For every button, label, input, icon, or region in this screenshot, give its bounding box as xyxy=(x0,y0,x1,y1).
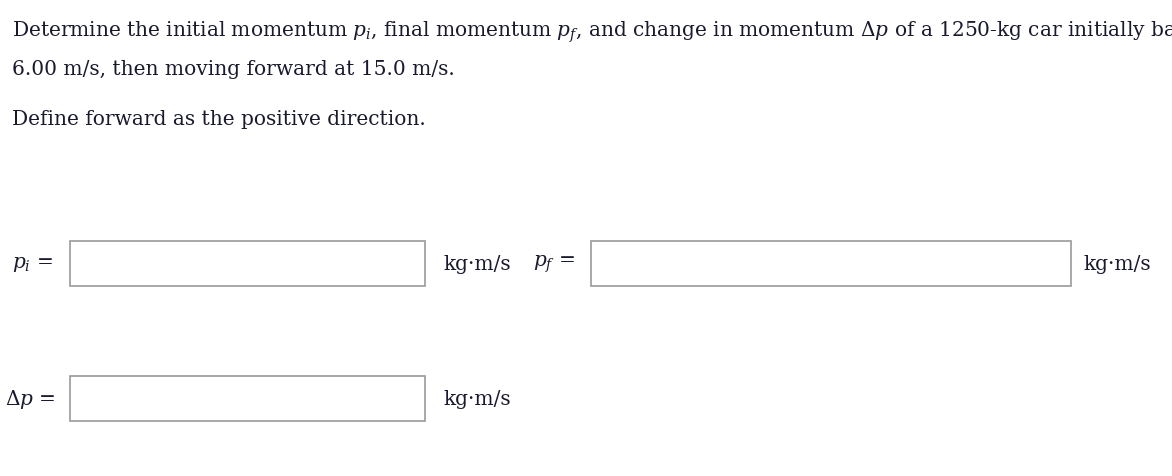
Text: Define forward as the positive direction.: Define forward as the positive direction… xyxy=(12,110,425,129)
Text: 6.00 m/s, then moving forward at 15.0 m/s.: 6.00 m/s, then moving forward at 15.0 m/… xyxy=(12,60,455,79)
Text: kg·m/s: kg·m/s xyxy=(443,389,511,408)
Text: kg·m/s: kg·m/s xyxy=(443,255,511,273)
FancyBboxPatch shape xyxy=(70,376,425,421)
Text: $\Delta p$ =: $\Delta p$ = xyxy=(5,387,55,410)
Text: $p_i$ =: $p_i$ = xyxy=(12,255,53,273)
Text: kg·m/s: kg·m/s xyxy=(1083,255,1151,273)
Text: Determine the initial momentum $p_i$, final momentum $p_f$, and change in moment: Determine the initial momentum $p_i$, fi… xyxy=(12,20,1172,45)
FancyBboxPatch shape xyxy=(70,241,425,287)
FancyBboxPatch shape xyxy=(591,241,1071,287)
Text: $p_f$ =: $p_f$ = xyxy=(533,253,574,275)
